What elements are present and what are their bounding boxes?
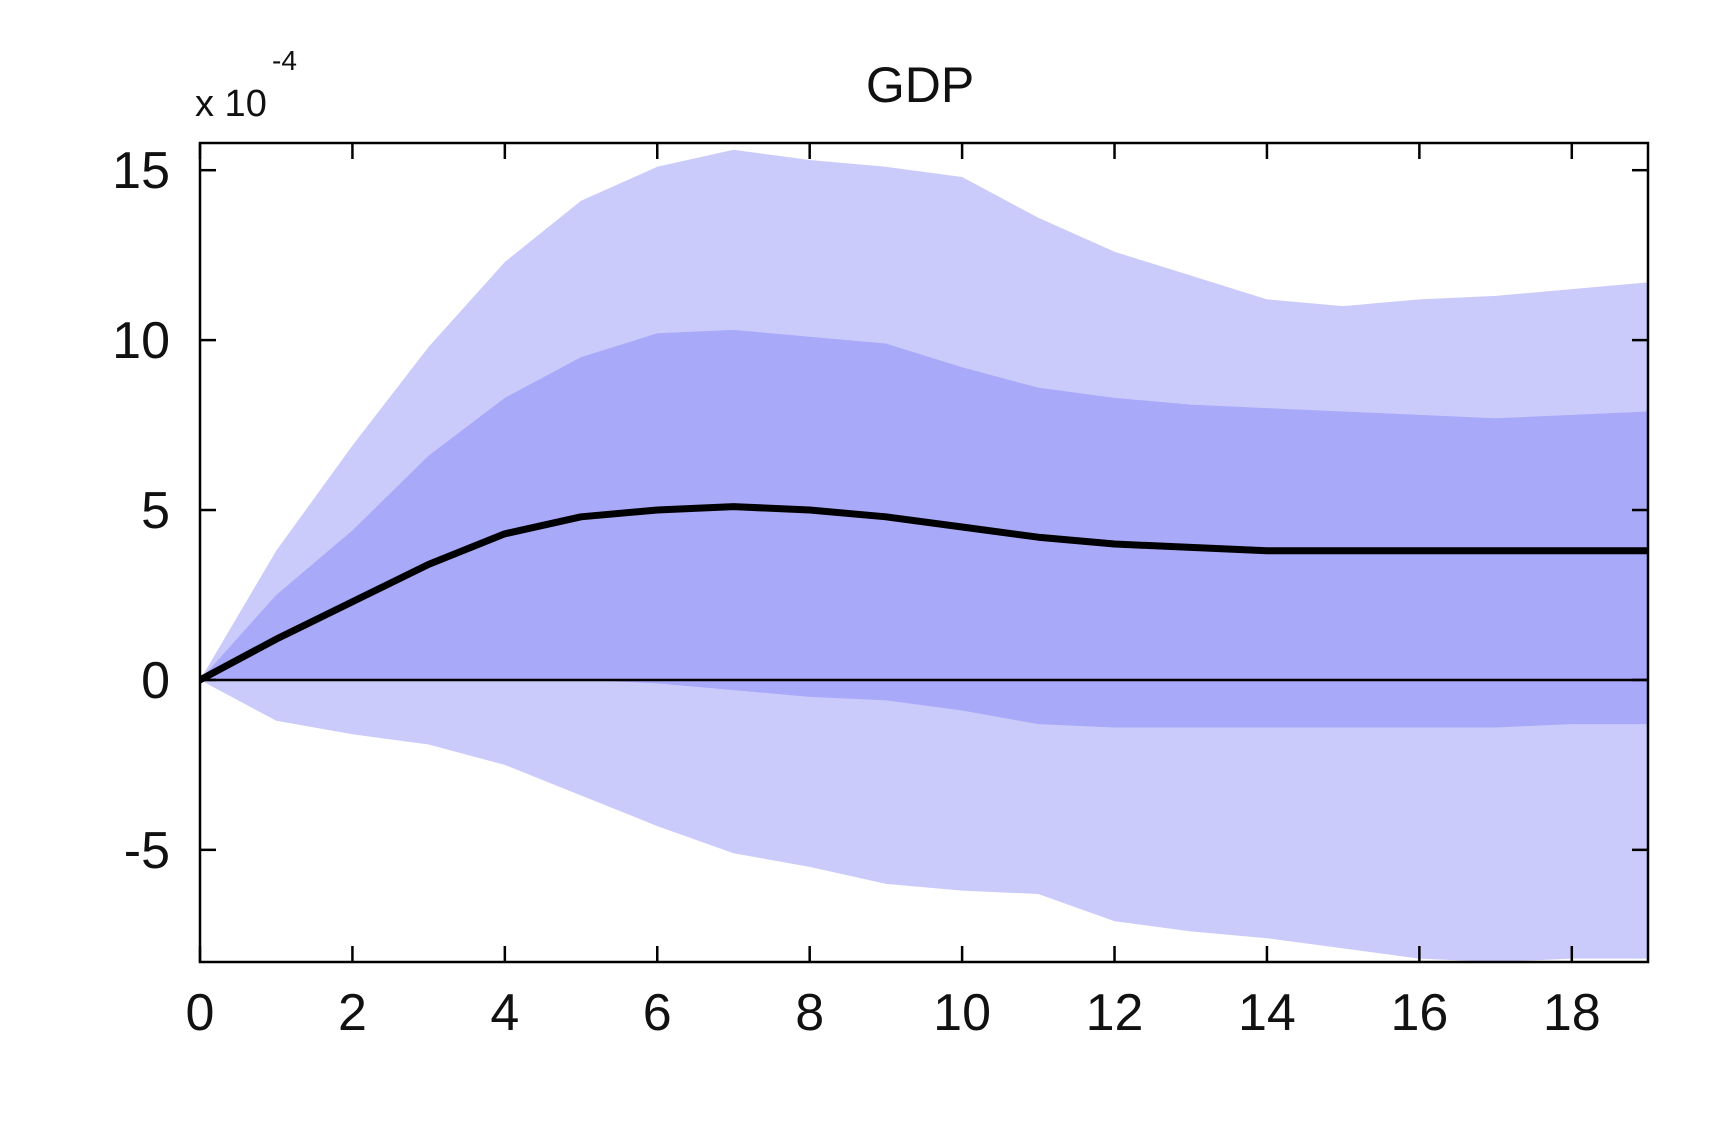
x-tick-label: 14 [1238, 984, 1296, 1042]
y-tick-label: 0 [141, 652, 170, 710]
y-scale-label: x 10 -4 [195, 45, 297, 125]
plot-frame [198, 141, 1650, 964]
y-tick-label: 15 [112, 142, 170, 200]
inner-confidence-band [200, 329, 1648, 728]
y-tick-label: -5 [124, 822, 170, 880]
x-tick-label: 2 [338, 984, 367, 1042]
y-tick-label: 5 [141, 482, 170, 540]
x-tick-label: 6 [643, 984, 672, 1042]
x-tick-label: 18 [1543, 984, 1601, 1042]
chart-title: GDP [866, 57, 974, 113]
x-tick-label: 12 [1086, 984, 1144, 1042]
x-tick-label: 10 [933, 984, 991, 1042]
plot-area [198, 141, 1650, 964]
plot-content [200, 149, 1648, 962]
x-tick-label: 4 [490, 984, 519, 1042]
x-tick-label: 0 [186, 984, 215, 1042]
y-axis: -5 0 5 10 15 [112, 142, 1648, 880]
y-scale-base: x 10 [195, 83, 267, 125]
x-axis: 0 2 4 6 8 10 12 14 16 18 [186, 143, 1601, 1042]
x-tick-label: 16 [1390, 984, 1448, 1042]
median-response-line [200, 503, 1648, 684]
x-tick-label: 8 [795, 984, 824, 1042]
y-tick-label: 10 [112, 312, 170, 370]
y-scale-exponent: -4 [272, 45, 297, 76]
